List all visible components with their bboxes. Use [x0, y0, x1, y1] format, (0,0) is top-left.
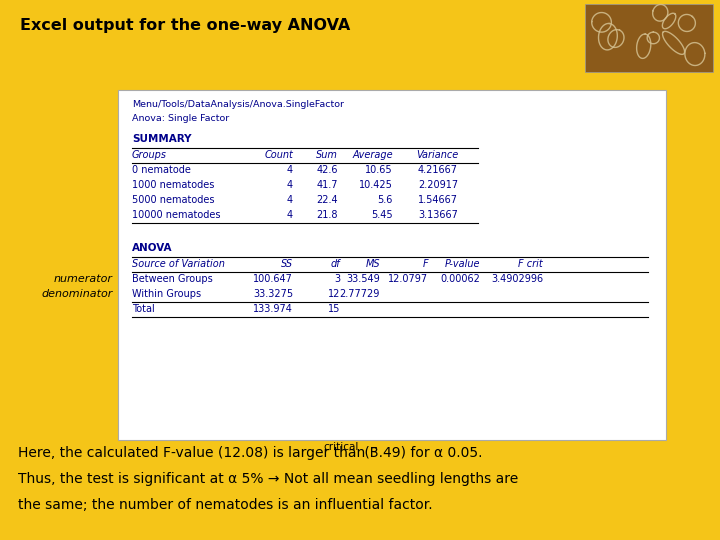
Text: 15: 15	[328, 304, 340, 314]
Text: Average: Average	[352, 150, 393, 160]
Text: denominator: denominator	[42, 289, 113, 299]
Text: 41.7: 41.7	[317, 180, 338, 190]
Text: Groups: Groups	[132, 150, 167, 160]
Text: SS: SS	[281, 259, 293, 269]
Text: 33.3275: 33.3275	[253, 289, 293, 299]
Text: 5.6: 5.6	[377, 195, 393, 205]
Text: 0.00062: 0.00062	[440, 274, 480, 284]
Text: 4: 4	[287, 180, 293, 190]
Text: df: df	[330, 259, 340, 269]
Text: 3.4902996: 3.4902996	[491, 274, 543, 284]
Text: Excel output for the one-way ANOVA: Excel output for the one-way ANOVA	[20, 18, 350, 33]
Text: numerator: numerator	[54, 274, 113, 284]
Text: F: F	[423, 259, 428, 269]
Text: 0 nematode: 0 nematode	[132, 165, 191, 175]
Text: MS: MS	[365, 259, 380, 269]
Text: Source of Variation: Source of Variation	[132, 259, 225, 269]
FancyBboxPatch shape	[118, 90, 666, 440]
Text: 12: 12	[328, 289, 340, 299]
Text: 33.549: 33.549	[346, 274, 380, 284]
Text: 3: 3	[334, 274, 340, 284]
Text: 22.4: 22.4	[316, 195, 338, 205]
Text: 4: 4	[287, 165, 293, 175]
Text: 42.6: 42.6	[317, 165, 338, 175]
Text: 4: 4	[287, 195, 293, 205]
Text: SUMMARY: SUMMARY	[132, 134, 192, 144]
Text: 10.65: 10.65	[365, 165, 393, 175]
Text: 2.77729: 2.77729	[340, 289, 380, 299]
Text: 4: 4	[287, 210, 293, 220]
Text: (3.49) for α 0.05.: (3.49) for α 0.05.	[360, 446, 482, 460]
Text: Here, the calculated F-value (12.08) is larger than F: Here, the calculated F-value (12.08) is …	[18, 446, 377, 460]
Text: 2.20917: 2.20917	[418, 180, 458, 190]
Text: Count: Count	[264, 150, 293, 160]
Text: Menu/Tools/DataAnalysis/Anova.SingleFactor: Menu/Tools/DataAnalysis/Anova.SingleFact…	[132, 100, 344, 109]
Text: Anova: Single Factor: Anova: Single Factor	[132, 114, 229, 123]
Text: 12.0797: 12.0797	[388, 274, 428, 284]
Text: 1000 nematodes: 1000 nematodes	[132, 180, 215, 190]
Text: 3.13667: 3.13667	[418, 210, 458, 220]
Text: 1.54667: 1.54667	[418, 195, 458, 205]
FancyBboxPatch shape	[585, 4, 713, 72]
Text: 4.21667: 4.21667	[418, 165, 458, 175]
Text: Within Groups: Within Groups	[132, 289, 201, 299]
Text: ANOVA: ANOVA	[132, 243, 173, 253]
Text: 100.647: 100.647	[253, 274, 293, 284]
Text: Variance: Variance	[415, 150, 458, 160]
Text: critical: critical	[323, 442, 359, 452]
Text: 5.45: 5.45	[372, 210, 393, 220]
Text: Total: Total	[132, 304, 155, 314]
Text: Between Groups: Between Groups	[132, 274, 212, 284]
Text: 133.974: 133.974	[253, 304, 293, 314]
Text: the same; the number of nematodes is an influential factor.: the same; the number of nematodes is an …	[18, 498, 433, 512]
Text: 10000 nematodes: 10000 nematodes	[132, 210, 220, 220]
Text: 5000 nematodes: 5000 nematodes	[132, 195, 215, 205]
Text: P-value: P-value	[444, 259, 480, 269]
Text: Sum: Sum	[316, 150, 338, 160]
Text: 10.425: 10.425	[359, 180, 393, 190]
Text: 21.8: 21.8	[317, 210, 338, 220]
Text: F crit: F crit	[518, 259, 543, 269]
Text: Thus, the test is significant at α 5% → Not all mean seedling lengths are: Thus, the test is significant at α 5% → …	[18, 472, 518, 486]
